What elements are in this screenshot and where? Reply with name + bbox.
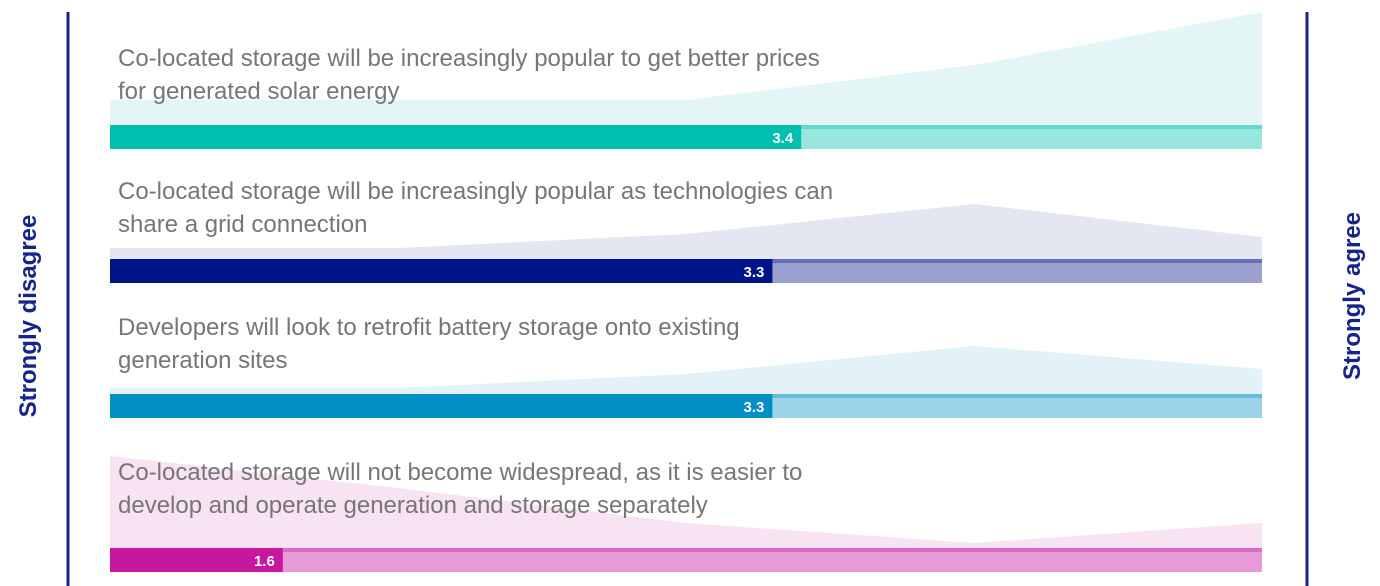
- value-label: 3.3: [744, 264, 765, 281]
- distribution-area: [110, 456, 1262, 548]
- statement: for generated solar energy: [118, 78, 400, 105]
- bar: [110, 548, 283, 572]
- distribution-area: [110, 204, 1262, 259]
- bar-track-edge: [110, 548, 1262, 552]
- right-label: Strongly agree: [1339, 212, 1366, 380]
- bar: [110, 125, 802, 149]
- value-label: 3.4: [772, 130, 794, 147]
- statement: develop and operate generation and stora…: [118, 492, 708, 519]
- statement: Co-located storage will be increasingly …: [118, 178, 833, 205]
- statement: Co-located storage will be increasingly …: [118, 45, 820, 72]
- statement: Co-located storage will not become wides…: [118, 459, 802, 486]
- bar: [110, 394, 773, 418]
- left-label: Strongly disagree: [15, 215, 42, 418]
- value-label: 1.6: [254, 553, 275, 570]
- bar-track: [110, 548, 1262, 572]
- bar: [110, 259, 773, 283]
- distribution-area: [110, 346, 1262, 394]
- statement: generation sites: [118, 347, 287, 374]
- value-label: 3.3: [744, 399, 765, 416]
- statement: share a grid connection: [118, 211, 368, 238]
- statement: Developers will look to retrofit battery…: [118, 314, 740, 341]
- distribution-area: [110, 12, 1262, 125]
